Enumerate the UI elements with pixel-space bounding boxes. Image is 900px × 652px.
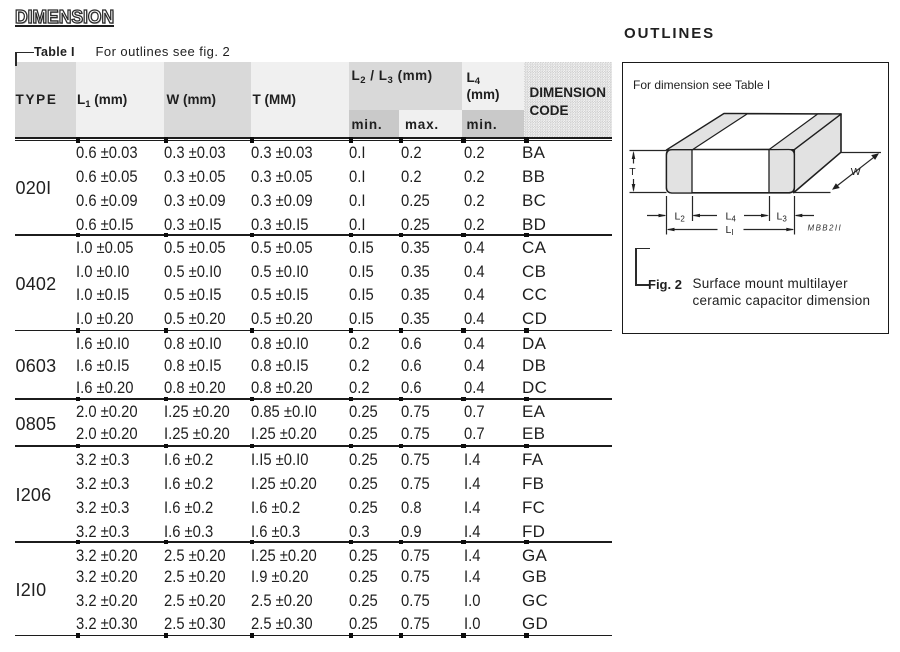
svg-text:L2: L2 bbox=[675, 211, 686, 224]
svg-text:T: T bbox=[629, 166, 636, 178]
svg-text:LI: LI bbox=[726, 224, 734, 237]
svg-text:MBB2II: MBB2II bbox=[808, 224, 843, 233]
svg-text:L4: L4 bbox=[726, 211, 737, 224]
svg-text:W: W bbox=[851, 166, 861, 178]
svg-text:L3: L3 bbox=[777, 211, 788, 224]
